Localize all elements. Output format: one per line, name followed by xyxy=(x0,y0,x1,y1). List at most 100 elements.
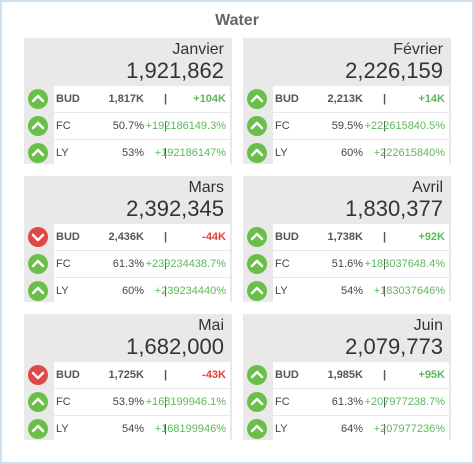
trend-icon xyxy=(28,116,48,136)
separator: | xyxy=(164,369,168,381)
kpi-card: Juin 2,079,773 BUD 1,985K | +95K FC 61.3% | +2079… xyxy=(243,314,451,442)
metric-row: BUD 1,817K | +104K xyxy=(24,86,232,112)
total-value: 1,921,862 xyxy=(126,58,224,83)
metric-row: LY 60% | +222615840% xyxy=(243,140,451,166)
metric-cell: LY 60% | +239234440% xyxy=(54,278,230,304)
separator: | xyxy=(383,423,386,435)
total-value: 2,079,773 xyxy=(345,334,443,359)
metric-value: 64% xyxy=(340,423,363,435)
metric-cell: BUD 1,817K | +104K xyxy=(54,86,230,112)
metric-row: LY 54% | +168199946% xyxy=(24,416,232,442)
metric-value: 1,725K xyxy=(108,369,144,381)
metric-delta: +183037648.4% xyxy=(364,258,445,270)
month: Mars xyxy=(188,179,224,196)
card-header: Mars 2,392,345 xyxy=(24,176,232,223)
separator: | xyxy=(164,120,167,132)
kpi-card: Janvier 1,921,862 BUD 1,817K | +104K FC 50.7% | +… xyxy=(24,38,232,166)
kpi-card: Avril 1,830,377 BUD 1,738K | +92K FC 51.6% | +183… xyxy=(243,176,451,304)
metric-cell: FC 50.7% | +192186149.3% xyxy=(54,113,230,139)
card-header: Avril 1,830,377 xyxy=(243,176,451,223)
separator: | xyxy=(383,369,387,381)
trend-icon xyxy=(247,392,267,412)
separator: | xyxy=(164,423,167,435)
metric-value: 51.6% xyxy=(331,258,363,270)
metric-cell: LY 64% | +207977236% xyxy=(273,416,449,442)
metric-row: LY 54% | +183037646% xyxy=(243,278,451,304)
metric-label: LY xyxy=(275,285,288,297)
metric-delta: +207977236% xyxy=(373,423,445,435)
metric-label: FC xyxy=(275,258,290,270)
card-header: Juin 2,079,773 xyxy=(243,314,451,361)
metric-delta: +168199946.1% xyxy=(145,396,226,408)
metric-label: BUD xyxy=(56,231,80,243)
metric-value: 1,817K xyxy=(108,93,144,105)
separator: | xyxy=(164,258,167,270)
separator: | xyxy=(383,285,386,297)
metric-cell: BUD 2,436K | -44K xyxy=(54,224,230,250)
metric-cell: BUD 2,213K | +14K xyxy=(273,86,449,112)
separator: | xyxy=(164,147,167,159)
metric-value: 2,213K xyxy=(327,93,363,105)
card-header: Février 2,226,159 xyxy=(243,38,451,85)
metric-delta: +239234438.7% xyxy=(145,258,226,270)
metric-delta: +104K xyxy=(193,93,226,105)
metric-cell: FC 53.9% | +168199946.1% xyxy=(54,389,230,415)
metric-value: 54% xyxy=(121,423,144,435)
metric-label: LY xyxy=(275,423,288,435)
metric-row: LY 60% | +239234440% xyxy=(24,278,232,304)
metric-row: BUD 1,738K | +92K xyxy=(243,224,451,250)
trend-icon xyxy=(247,89,267,109)
trend-icon xyxy=(247,227,267,247)
metric-delta: +222615840.5% xyxy=(364,120,445,132)
metric-label: FC xyxy=(56,120,71,132)
total-value: 1,682,000 xyxy=(126,334,224,359)
trend-icon xyxy=(247,143,267,163)
metric-row: BUD 1,725K | -43K xyxy=(24,362,232,388)
metric-row: LY 53% | +192186147% xyxy=(24,140,232,166)
metric-row: FC 53.9% | +168199946.1% xyxy=(24,389,232,415)
metric-delta: +92K xyxy=(418,231,445,243)
trend-icon xyxy=(28,227,48,247)
metric-value: 61.3% xyxy=(331,396,363,408)
metric-cell: FC 51.6% | +183037648.4% xyxy=(273,251,449,277)
total-value: 2,392,345 xyxy=(126,196,224,221)
metric-label: FC xyxy=(275,396,290,408)
metric-label: FC xyxy=(56,396,71,408)
metric-value: 60% xyxy=(121,285,144,297)
metric-value: 61.3% xyxy=(112,258,144,270)
metric-cell: LY 54% | +183037646% xyxy=(273,278,449,304)
metric-row: FC 51.6% | +183037648.4% xyxy=(243,251,451,277)
metric-row: FC 50.7% | +192186149.3% xyxy=(24,113,232,139)
metric-delta: +14K xyxy=(418,93,445,105)
card-header: Mai 1,682,000 xyxy=(24,314,232,361)
metric-label: BUD xyxy=(275,369,299,381)
metric-cell: BUD 1,738K | +92K xyxy=(273,224,449,250)
trend-icon xyxy=(247,419,267,439)
trend-icon xyxy=(28,254,48,274)
metric-value: 2,436K xyxy=(108,231,144,243)
separator: | xyxy=(164,93,168,105)
metric-cell: FC 59.5% | +222615840.5% xyxy=(273,113,449,139)
month: Avril xyxy=(412,179,443,196)
metric-label: LY xyxy=(56,423,69,435)
metric-row: BUD 2,436K | -44K xyxy=(24,224,232,250)
separator: | xyxy=(164,396,167,408)
metric-label: BUD xyxy=(56,369,80,381)
separator: | xyxy=(383,147,386,159)
metric-cell: BUD 1,725K | -43K xyxy=(54,362,230,388)
metric-delta: -43K xyxy=(202,369,226,381)
total-value: 2,226,159 xyxy=(345,58,443,83)
metric-label: BUD xyxy=(275,93,299,105)
metric-row: FC 61.3% | +239234438.7% xyxy=(24,251,232,277)
separator: | xyxy=(383,258,386,270)
metric-cell: LY 53% | +192186147% xyxy=(54,140,230,166)
metric-value: 53% xyxy=(121,147,144,159)
separator: | xyxy=(383,120,386,132)
trend-icon xyxy=(28,419,48,439)
kpi-card: Mars 2,392,345 BUD 2,436K | -44K FC 61.3% | +2392… xyxy=(24,176,232,304)
month: Février xyxy=(393,41,443,58)
metric-delta: +95K xyxy=(418,369,445,381)
metric-row: FC 61.3% | +207977238.7% xyxy=(243,389,451,415)
trend-icon xyxy=(28,281,48,301)
